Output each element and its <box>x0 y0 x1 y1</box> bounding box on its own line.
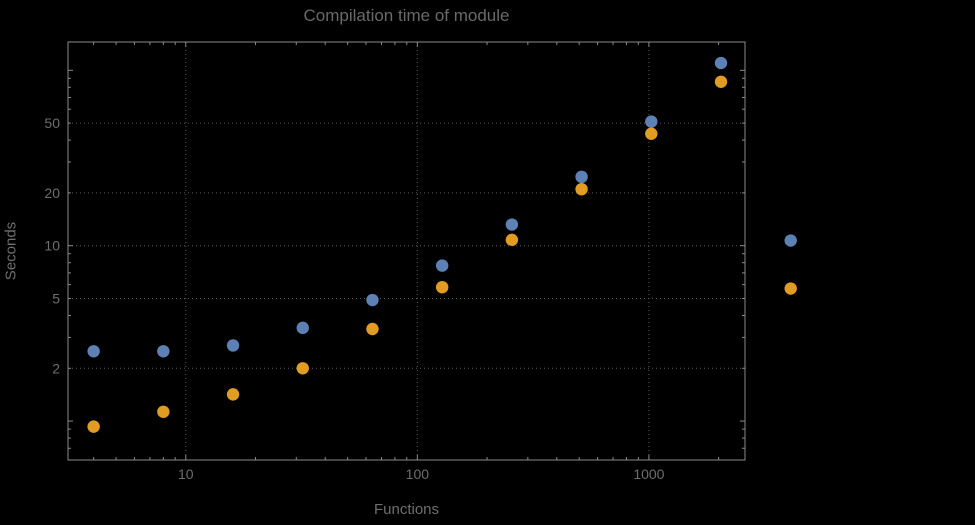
data-point-series-2 <box>296 362 309 375</box>
data-point-series-1 <box>366 293 379 307</box>
chart-title: Compilation time of module <box>303 6 510 25</box>
data-point-series-1 <box>157 345 170 358</box>
x-tick-label: 10 <box>178 466 194 482</box>
x-tick-label: 100 <box>406 466 430 482</box>
data-point-series-1 <box>784 234 797 247</box>
plot-frame <box>67 41 746 461</box>
x-axis-label: Functions <box>373 501 440 518</box>
y-tick-label: 5 <box>52 290 60 306</box>
data-point-series-2 <box>575 182 588 196</box>
data-point-series-1 <box>505 218 519 231</box>
data-point-series-2 <box>366 322 379 336</box>
data-point-series-2 <box>157 405 170 418</box>
data-point-series-2 <box>435 280 449 294</box>
data-point-series-1 <box>87 345 100 358</box>
data-point-series-2 <box>505 233 519 247</box>
data-point-series-2 <box>226 388 240 401</box>
data-point-series-2 <box>784 282 797 295</box>
data-point-series-2 <box>714 75 728 88</box>
data-point-series-2 <box>87 420 100 433</box>
data-point-series-2 <box>645 127 658 140</box>
data-point-series-1 <box>226 339 240 352</box>
y-tick-label: 20 <box>44 185 60 201</box>
x-tick-label: 1000 <box>633 466 664 482</box>
data-point-series-1 <box>435 259 449 272</box>
y-tick-label: 10 <box>44 238 60 254</box>
data-point-series-1 <box>714 56 728 70</box>
y-axis-label: Seconds <box>2 221 20 281</box>
y-tick-label: 2 <box>52 360 60 376</box>
y-tick-label: 50 <box>44 115 60 131</box>
data-point-series-1 <box>296 321 309 335</box>
data-point-series-1 <box>575 170 588 184</box>
data-point-series-1 <box>645 115 658 128</box>
